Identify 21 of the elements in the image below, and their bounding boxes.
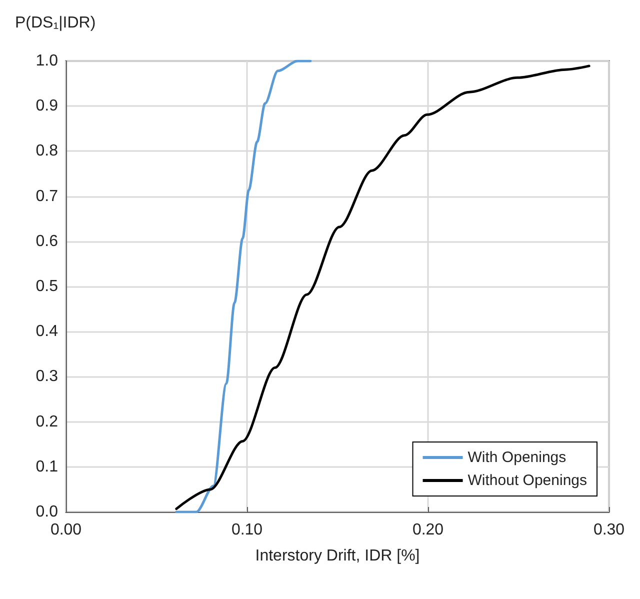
y-tick-label: 0.8 [36,142,58,160]
line-series [175,60,312,514]
y-tick-label: 0.5 [36,278,58,295]
y-tick-label: 0.0 [36,504,58,520]
y-tick-label: 0.3 [36,368,58,386]
y-tick-label: 0.1 [36,458,58,476]
y-tick-label: 1.0 [36,52,58,70]
y-tick-label: 0.4 [36,323,58,340]
y-tick-label: 0.9 [36,98,58,115]
x-tick-label: 0.10 [231,522,263,538]
legend-label: Without Openings [468,472,588,489]
y-tick-label: 0.7 [36,188,58,205]
line-series [175,64,590,510]
legend-label: With Openings [468,449,566,466]
y-axis-title: P(DS₁|IDR) [15,14,96,32]
y-tick-label: 0.2 [36,413,58,430]
x-axis-title: Interstory Drift, IDR [%] [255,548,420,564]
x-tick-label: 0.30 [593,522,625,538]
y-tick-label: 0.6 [36,232,58,250]
x-tick-label: 0.20 [412,522,444,538]
x-tick-label: 0.00 [50,522,82,538]
